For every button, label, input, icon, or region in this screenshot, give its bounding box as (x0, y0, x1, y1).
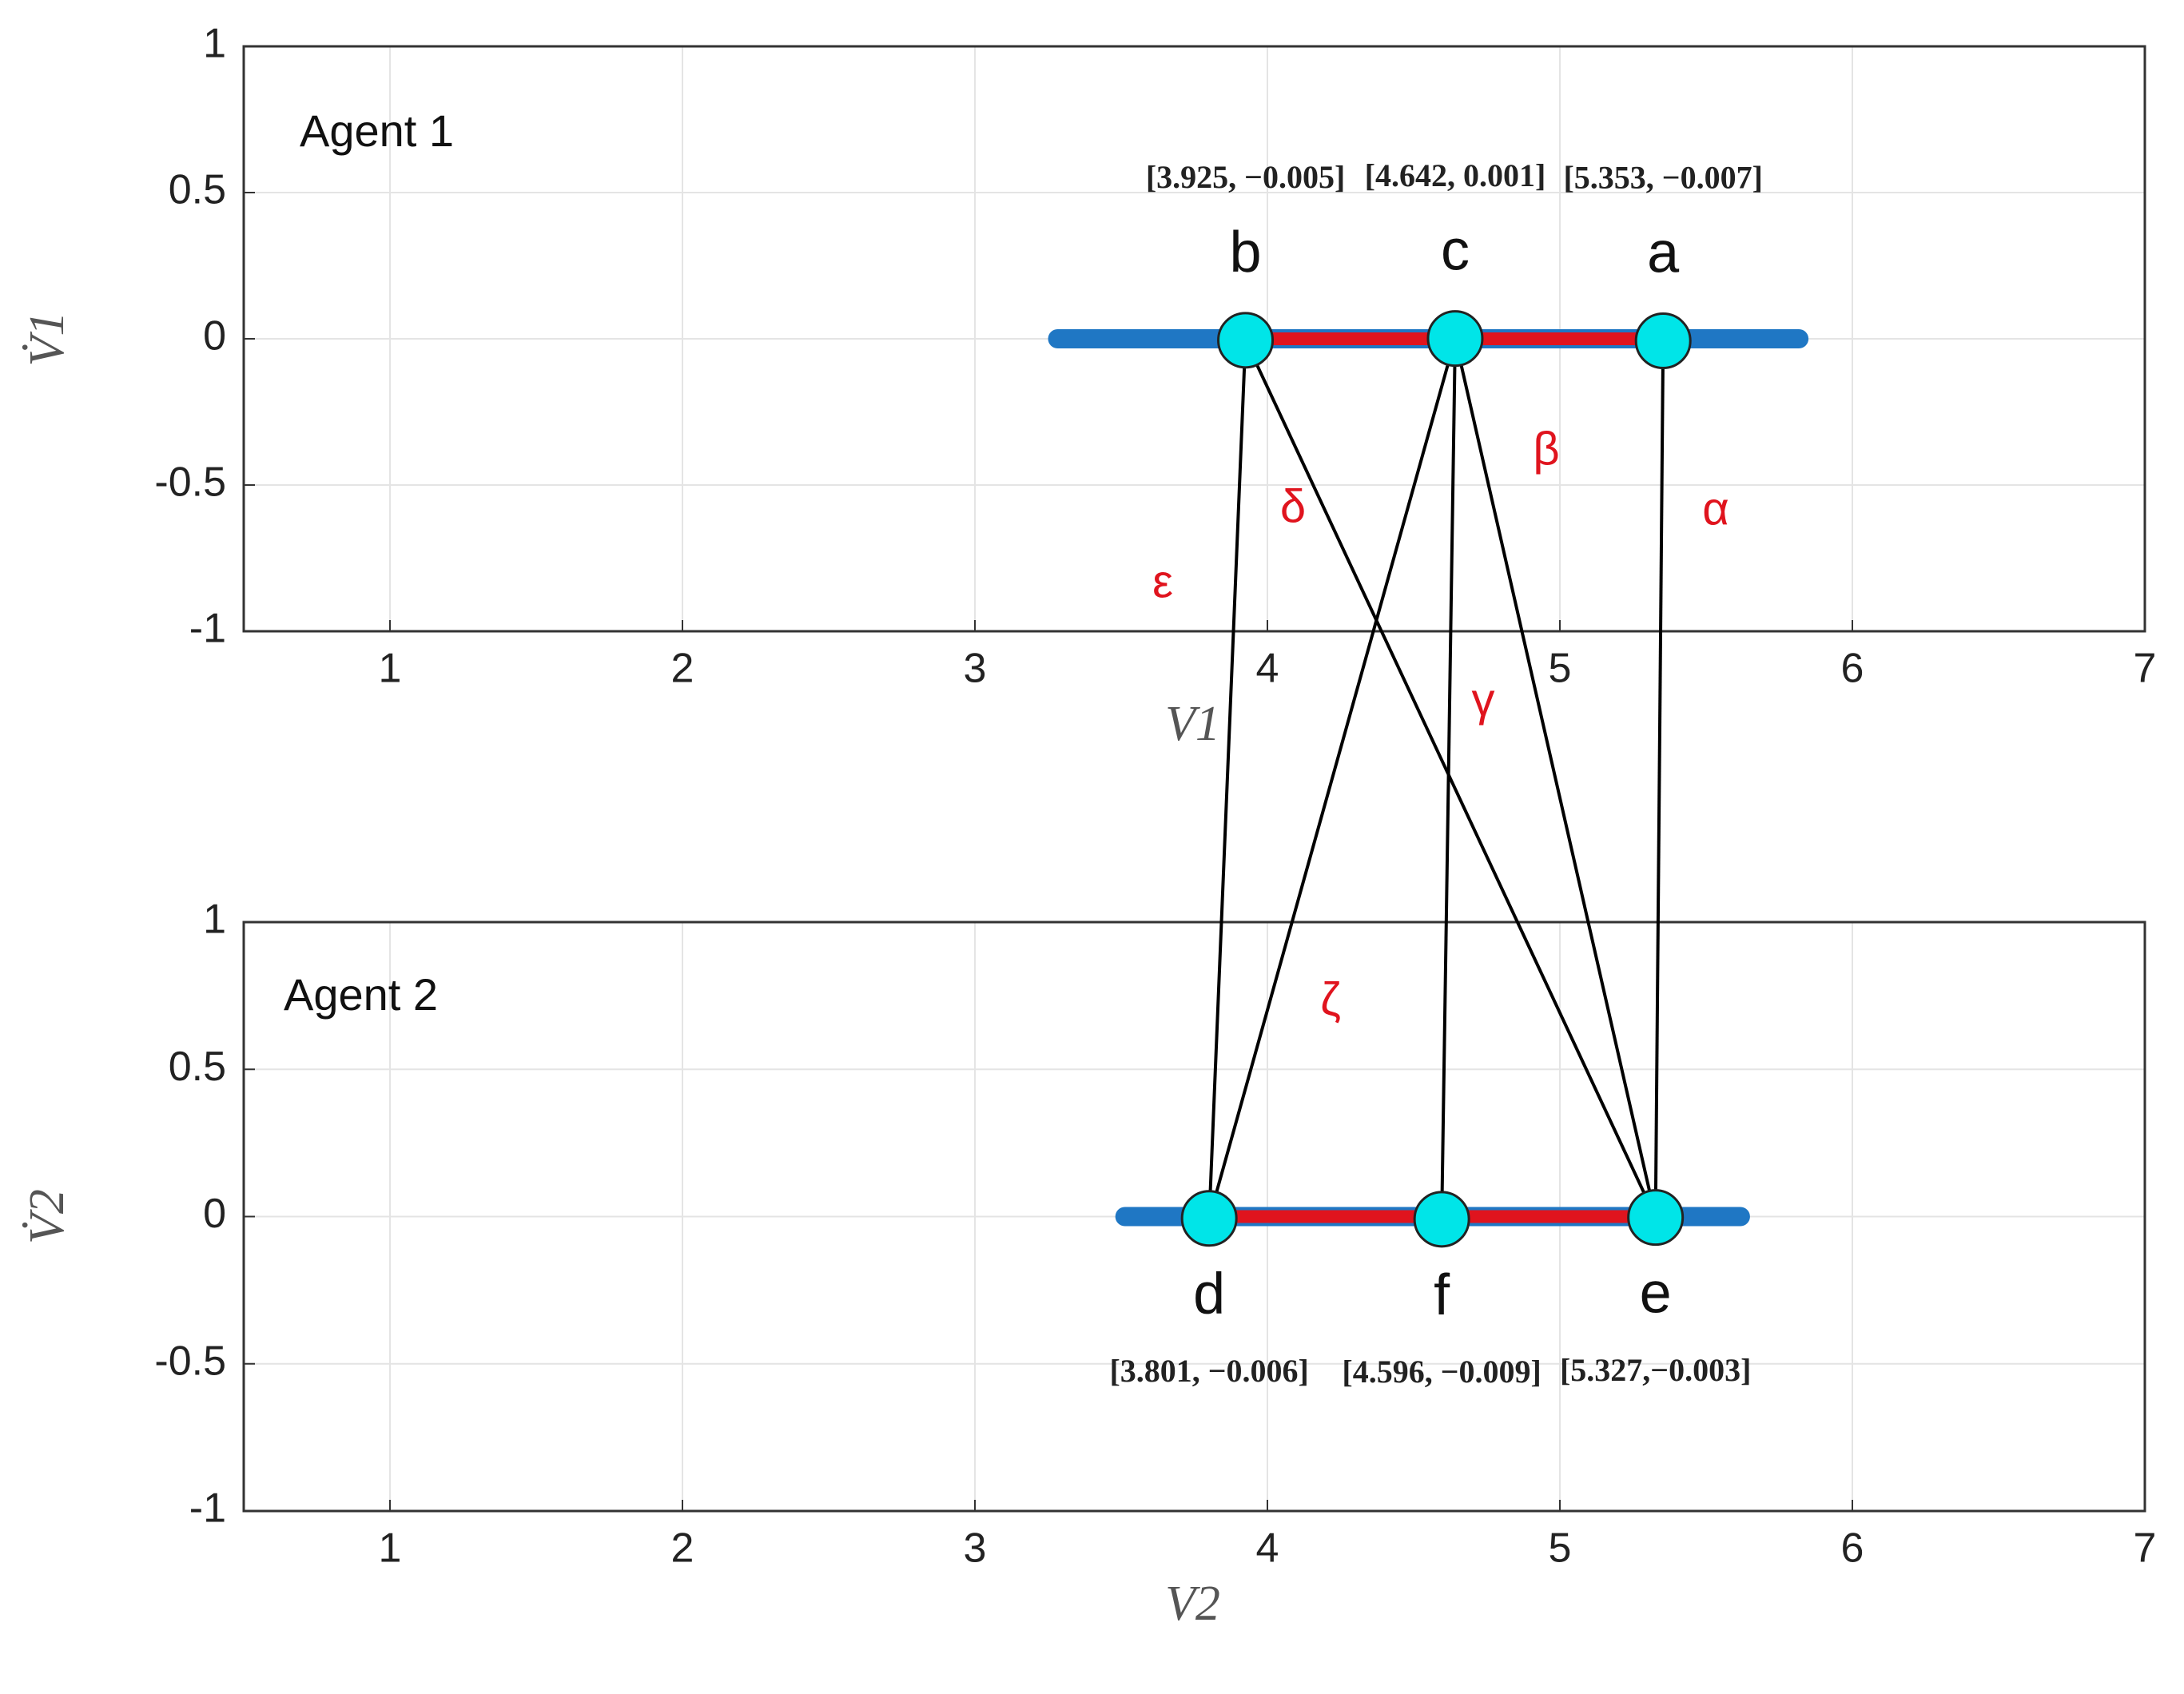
x-tick-label: 3 (964, 1525, 987, 1572)
y-axis-label: V̇2 (20, 1189, 74, 1244)
axes-box (242, 921, 2146, 1513)
x-tick-label: 2 (671, 646, 694, 692)
agent-label: Agent 2 (284, 969, 438, 1020)
point (1413, 1191, 1470, 1248)
x-tick-label: 4 (1256, 646, 1279, 692)
point-coordinates: [5.327,−0.003] (1560, 1352, 1751, 1388)
point (1634, 312, 1692, 370)
y-tick-label: 1 (203, 897, 226, 943)
x-axis-label: V2 (1165, 1577, 1220, 1631)
point-label: f (1434, 1263, 1450, 1327)
x-tick-label: 7 (2134, 646, 2157, 692)
agent-label: Agent 1 (300, 105, 454, 156)
y-tick-label: 1 (203, 21, 226, 67)
link-line (1454, 338, 1657, 1219)
y-tick-label: -1 (189, 1485, 226, 1532)
point-coordinates: [5.353, −0.007] (1563, 160, 1762, 196)
x-tick-label: 1 (379, 1525, 402, 1572)
link-label: ζ (1320, 973, 1341, 1025)
y-tick-label: 0.5 (169, 167, 226, 213)
y-tick-label: 0.5 (169, 1044, 226, 1090)
link-label: ε (1152, 555, 1173, 607)
point-label: d (1193, 1263, 1225, 1326)
x-tick-label: 6 (1841, 646, 1864, 692)
y-tick-label: 0 (203, 313, 226, 360)
y-tick-label: 0 (203, 1191, 226, 1237)
point-coordinates: [4.642, 0.001] (1365, 157, 1546, 193)
x-tick-label: 3 (964, 646, 987, 692)
point (1627, 1189, 1685, 1247)
link-label: γ (1472, 674, 1495, 726)
axes-box (242, 45, 2146, 633)
point (1426, 310, 1484, 368)
link-label: β (1533, 423, 1559, 475)
x-tick-label: 7 (2134, 1525, 2157, 1572)
point-coordinates: [4.596, −0.009] (1342, 1354, 1541, 1390)
point (1180, 1190, 1238, 1247)
point-label: e (1640, 1262, 1672, 1326)
point-coordinates: [3.801, −0.006] (1109, 1353, 1308, 1389)
x-tick-label: 5 (1549, 646, 1572, 692)
link-line (1207, 338, 1457, 1219)
y-tick-label: -0.5 (154, 459, 226, 506)
link-line (1207, 340, 1247, 1219)
point (1217, 312, 1275, 369)
x-tick-label: 1 (379, 646, 402, 692)
x-tick-label: 2 (671, 1525, 694, 1572)
x-tick-label: 4 (1256, 1525, 1279, 1572)
y-tick-label: -1 (189, 606, 226, 652)
y-tick-label: -0.5 (154, 1338, 226, 1384)
link-line (1243, 339, 1657, 1219)
link-label: δ (1280, 480, 1306, 532)
link-label: α (1702, 483, 1729, 535)
link-line (1653, 340, 1665, 1218)
link-line (1440, 338, 1457, 1219)
x-tick-label: 6 (1841, 1525, 1864, 1572)
x-tick-label: 5 (1549, 1525, 1572, 1572)
point-label: c (1441, 219, 1470, 283)
point-label: a (1647, 221, 1680, 285)
point-coordinates: [3.925, −0.005] (1146, 159, 1345, 195)
x-axis-label: V1 (1165, 697, 1220, 751)
point-label: b (1230, 221, 1262, 284)
y-axis-label: V̇1 (20, 312, 74, 367)
